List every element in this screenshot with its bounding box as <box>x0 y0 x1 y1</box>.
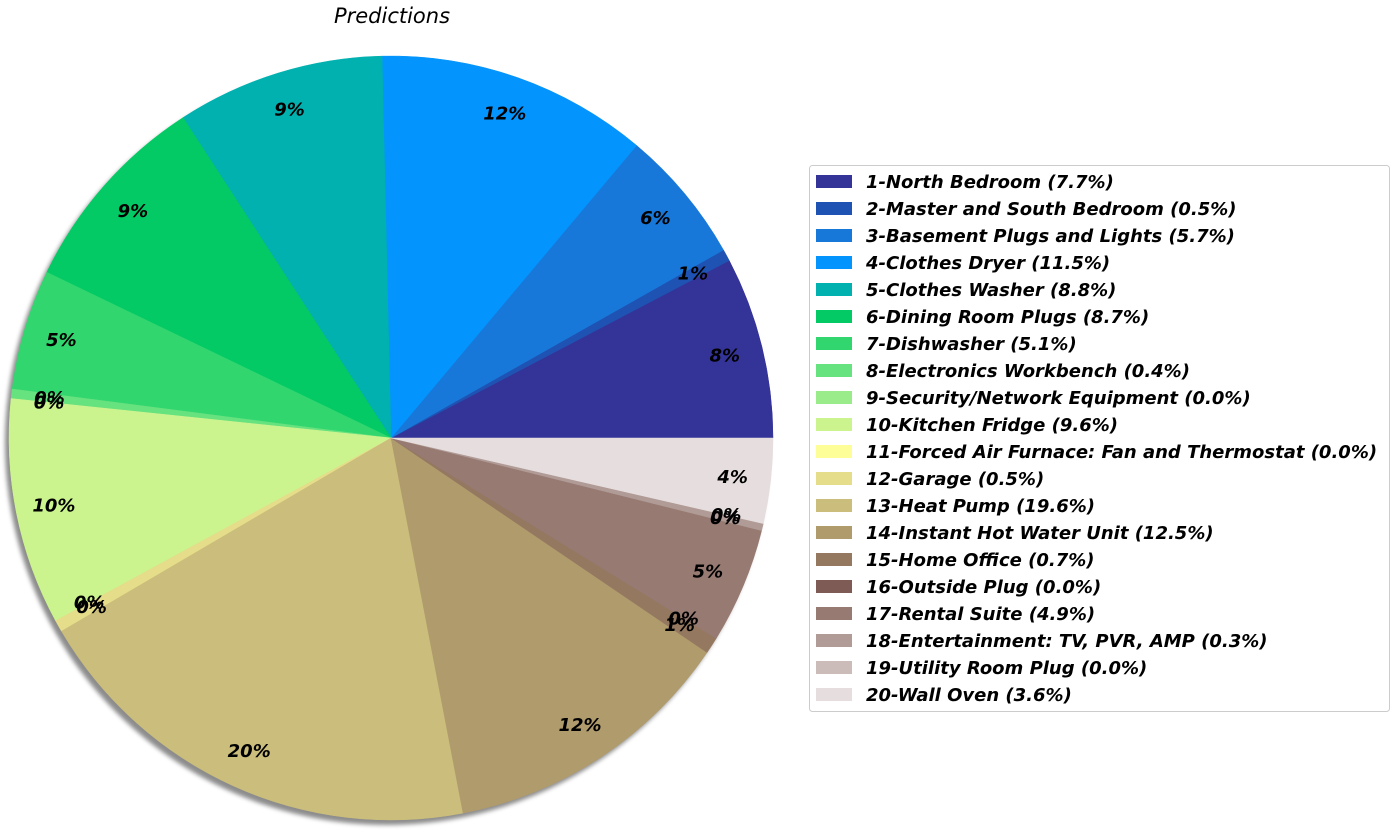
pie-percent-label-15: 1% <box>664 615 695 636</box>
pie-slice-10 <box>8 398 392 622</box>
pie-slice-14 <box>390 437 708 814</box>
legend-swatch-13 <box>816 499 852 512</box>
pie-percent-labels: 8%1%6%12%9%9%5%0%0%10%0%0%20%12%1%0%5%0%… <box>32 100 748 763</box>
legend-label-13: 13-Heat Pump (19.6%) <box>866 496 1095 517</box>
legend-label-1: 1-North Bedroom (7.7%) <box>866 172 1114 193</box>
legend: 1-North Bedroom (7.7%) 2-Master and South… <box>809 165 1390 712</box>
legend-label-6: 6-Dining Room Plugs (8.7%) <box>866 307 1149 328</box>
pie-percent-label-9: 0% <box>34 393 65 414</box>
legend-swatch-6 <box>816 310 852 323</box>
legend-swatch-11 <box>816 445 852 458</box>
pie-percent-label-14: 12% <box>558 715 601 736</box>
legend-swatch-19 <box>816 661 852 674</box>
pie-percent-label-19: 0% <box>711 505 742 526</box>
legend-swatch-3 <box>816 229 852 242</box>
legend-label-19: 19-Utility Room Plug (0.0%) <box>866 658 1147 679</box>
pie-slice-13 <box>61 437 464 821</box>
pie-percent-label-20: 4% <box>716 467 748 488</box>
legend-swatch-4 <box>816 256 852 269</box>
legend-swatch-10 <box>816 418 852 431</box>
legend-label-14: 14-Instant Hot Water Unit (12.5%) <box>866 523 1214 544</box>
legend-label-15: 15-Home Office (0.7%) <box>866 550 1094 571</box>
legend-swatch-1 <box>816 175 852 188</box>
pie-slice-4 <box>381 55 637 439</box>
legend-label-2: 2-Master and South Bedroom (0.5%) <box>866 199 1237 220</box>
pie-percent-label-8: 0% <box>34 388 65 409</box>
pie-percent-label-13: 20% <box>228 741 271 762</box>
legend-label-11: 11-Forced Air Furnace: Fan and Thermosta… <box>866 442 1377 463</box>
legend-swatch-9 <box>816 391 852 404</box>
pie-percent-label-17: 5% <box>693 561 724 582</box>
legend-swatch-2 <box>816 202 852 215</box>
legend-label-4: 4-Clothes Dryer (11.5%) <box>865 253 1110 274</box>
legend-frame <box>809 165 1390 712</box>
legend-swatch-5 <box>816 283 852 296</box>
pie-percent-label-7: 5% <box>46 330 77 351</box>
legend-label-5: 5-Clothes Washer (8.8%) <box>866 280 1116 301</box>
pie-percent-label-5: 9% <box>274 100 305 121</box>
pie-percent-label-4: 12% <box>483 104 526 125</box>
pie-percent-label-3: 6% <box>640 208 671 229</box>
legend-swatch-20 <box>816 688 852 701</box>
legend-swatch-8 <box>816 364 852 377</box>
pie-percent-label-12: 0% <box>76 597 107 618</box>
legend-swatch-16 <box>816 580 852 593</box>
legend-label-10: 10-Kitchen Fridge (9.6%) <box>866 415 1118 436</box>
pie-percent-label-6: 9% <box>118 201 149 222</box>
legend-swatch-14 <box>816 526 852 539</box>
pie-slice-3 <box>390 145 724 439</box>
legend-label-8: 8-Electronics Workbench (0.4%) <box>866 361 1190 382</box>
legend-swatch-15 <box>816 553 852 566</box>
legend-label-18: 18-Entertainment: TV, PVR, AMP (0.3%) <box>866 631 1268 652</box>
pie-percent-label-16: 0% <box>668 608 699 629</box>
legend-label-7: 7-Dishwasher (5.1%) <box>866 334 1077 355</box>
legend-label-9: 9-Security/Network Equipment (0.0%) <box>866 388 1251 409</box>
legend-label-17: 17-Rental Suite (4.9%) <box>866 604 1095 625</box>
pie-percent-label-18: 0% <box>710 508 741 529</box>
pie-slices <box>8 55 774 821</box>
legend-swatch-18 <box>816 634 852 647</box>
pie-slice-6 <box>46 117 392 439</box>
pie-slice-1 <box>390 260 774 439</box>
pie-percent-label-10: 10% <box>32 496 75 517</box>
legend-label-16: 16-Outside Plug (0.0%) <box>866 577 1101 598</box>
legend-label-12: 12-Garage (0.5%) <box>866 469 1044 490</box>
chart-title: Predictions <box>334 4 450 28</box>
pie-percent-label-11: 0% <box>74 593 105 614</box>
legend-label-20: 20-Wall Oven (3.6%) <box>866 685 1072 706</box>
pie-slice-20 <box>390 437 774 524</box>
pie-percent-label-1: 8% <box>710 346 741 367</box>
legend-swatch-17 <box>816 607 852 620</box>
legend-swatch-7 <box>816 337 852 350</box>
legend-swatch-12 <box>816 472 852 485</box>
pie-slice-5 <box>182 55 392 439</box>
legend-label-3: 3-Basement Plugs and Lights (5.7%) <box>866 226 1235 247</box>
pie-percent-label-2: 1% <box>678 264 709 285</box>
